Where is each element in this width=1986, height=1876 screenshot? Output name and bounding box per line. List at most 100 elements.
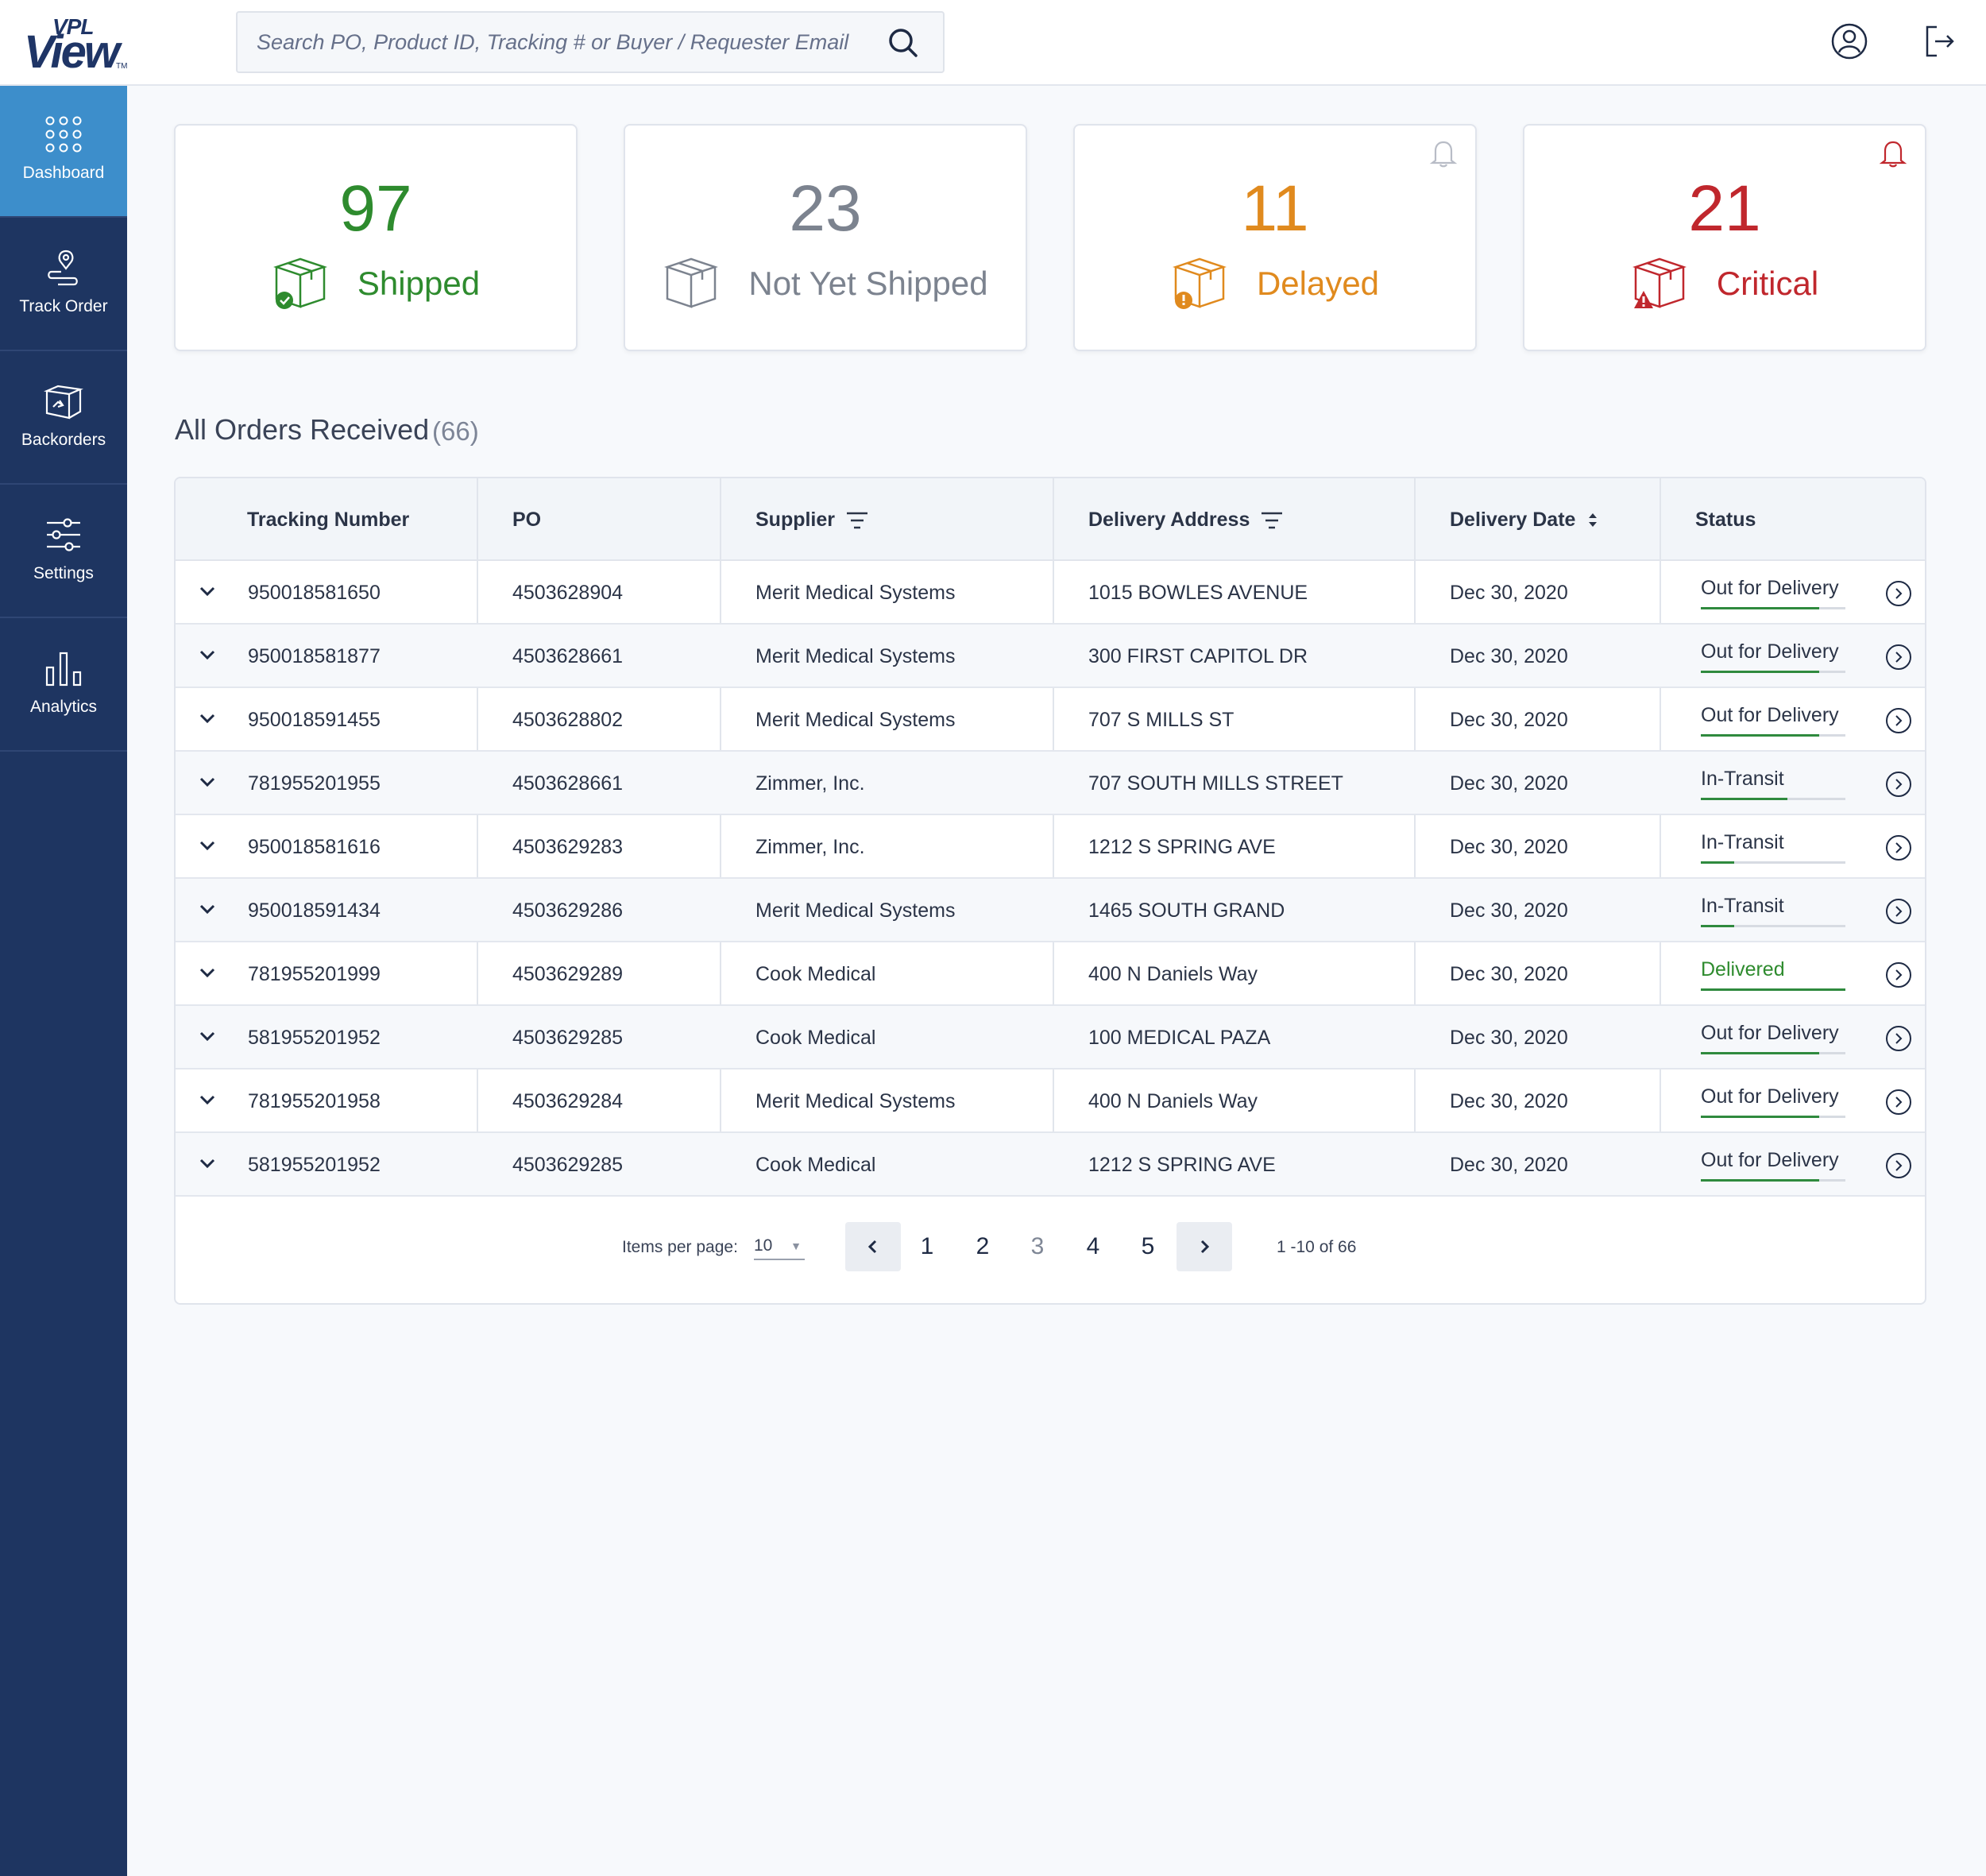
expand-row-chevron-icon[interactable] [198, 709, 217, 728]
table-row[interactable]: 581955201952 4503629285 Cook Medical 1212 S… [176, 1133, 1925, 1197]
filter-icon[interactable] [1261, 511, 1283, 530]
delivery-address-cell: 1212 S SPRING AVE [1088, 1154, 1276, 1176]
not-yet-shipped-card[interactable]: 23 Not Yet Shipped [624, 124, 1027, 351]
delivery-address-cell: 1015 BOWLES AVENUE [1088, 582, 1308, 604]
not-yet-shipped-count: 23 [789, 172, 862, 245]
status-progress-fill [1701, 734, 1820, 737]
delivery-date-cell: Dec 30, 2020 [1450, 709, 1568, 731]
delivery-date-cell: Dec 30, 2020 [1450, 1154, 1568, 1176]
tracking-number-cell: 781955201958 [248, 1090, 381, 1112]
column-header-label: Delivery Address [1088, 509, 1250, 531]
tracking-number-cell: 581955201952 [248, 1154, 381, 1176]
expand-row-chevron-icon[interactable] [198, 1090, 217, 1109]
po-cell: 4503628904 [512, 582, 624, 604]
column-header-delivery-address[interactable]: Delivery Address [1053, 478, 1283, 561]
po-cell: 4503629289 [512, 963, 624, 985]
table-row[interactable]: 581955201952 4503629285 Cook Medical 100 ME… [176, 1006, 1925, 1070]
expand-row-chevron-icon[interactable] [198, 582, 217, 601]
supplier-cell: Merit Medical Systems [755, 709, 956, 731]
expand-row-chevron-icon[interactable] [198, 1027, 217, 1046]
row-details-arrow-icon[interactable] [1885, 771, 1912, 798]
column-header-po[interactable]: PO [477, 478, 541, 561]
status-progress-bar [1701, 1116, 1845, 1118]
sidebar-item-backorders[interactable]: Backorders [0, 353, 127, 485]
status-progress-bar [1701, 1179, 1845, 1182]
chevron-left-icon [867, 1240, 877, 1254]
row-details-arrow-icon[interactable] [1885, 898, 1912, 925]
row-details-arrow-icon[interactable] [1885, 961, 1912, 988]
row-details-arrow-icon[interactable] [1885, 1152, 1912, 1179]
page-2-button[interactable]: 2 [976, 1233, 990, 1259]
bell-alert-icon[interactable] [1879, 138, 1907, 168]
sidebar-item-settings[interactable]: Settings [0, 486, 127, 618]
table-row[interactable]: 781955201958 4503629284 Merit Medical Syst… [176, 1070, 1925, 1133]
delivery-date-cell: Dec 30, 2020 [1450, 645, 1568, 667]
column-header-status[interactable]: Status [1660, 478, 1756, 561]
table-row[interactable]: 950018581877 4503628661 Merit Medical Syst… [176, 625, 1925, 688]
row-details-arrow-icon[interactable] [1885, 644, 1912, 671]
expand-row-chevron-icon[interactable] [198, 899, 217, 919]
shipped-card[interactable]: 97 Shipped [174, 124, 578, 351]
expand-row-chevron-icon[interactable] [198, 772, 217, 791]
table-row[interactable]: 950018591455 4503628802 Merit Medical Syst… [176, 688, 1925, 752]
table-row[interactable]: 781955201955 4503628661 Zimmer, Inc. 707 SO… [176, 752, 1925, 815]
sidebar-item-analytics[interactable]: Analytics [0, 620, 127, 752]
page-5-button[interactable]: 5 [1141, 1233, 1155, 1259]
sidebar-item-dashboard[interactable]: Dashboard [0, 86, 127, 218]
shipped-count: 97 [339, 172, 412, 245]
row-details-arrow-icon[interactable] [1885, 580, 1912, 607]
expand-row-chevron-icon[interactable] [198, 836, 217, 855]
delayed-card[interactable]: 11 Delayed [1073, 124, 1477, 351]
status-text: Out for Delivery [1701, 577, 1839, 599]
sidebar-item-label: Track Order [19, 297, 108, 315]
search-box [236, 11, 945, 73]
status-progress-bar [1701, 734, 1845, 737]
top-header: VPL View TM [0, 0, 1986, 86]
next-page-button[interactable] [1177, 1222, 1232, 1271]
page-1-button[interactable]: 1 [920, 1233, 934, 1259]
supplier-cell: Merit Medical Systems [755, 899, 956, 922]
row-details-arrow-icon[interactable] [1885, 1089, 1912, 1116]
sidebar-item-track-order[interactable]: Track Order [0, 219, 127, 351]
table-row[interactable]: 950018581616 4503629283 Zimmer, Inc. 1212 S… [176, 815, 1925, 879]
delivery-address-cell: 400 N Daniels Way [1088, 1090, 1258, 1112]
tracking-number-cell: 950018591434 [248, 899, 381, 922]
column-header-label: PO [512, 509, 542, 531]
status-text: In-Transit [1701, 831, 1784, 853]
vpl-view-logo[interactable]: VPL View TM [24, 14, 127, 78]
status-progress-bar [1701, 671, 1845, 673]
critical-count: 21 [1688, 172, 1761, 245]
status-progress-bar [1701, 925, 1845, 927]
table-row[interactable]: 950018591434 4503629286 Merit Medical Syst… [176, 879, 1925, 942]
logout-icon[interactable] [1919, 21, 1961, 62]
expand-row-chevron-icon[interactable] [198, 1154, 217, 1173]
column-header-supplier[interactable]: Supplier [721, 478, 868, 561]
status-progress-fill [1701, 798, 1788, 800]
search-input[interactable] [257, 13, 876, 72]
table-row[interactable]: 781955201999 4503629289 Cook Medical 400 N … [176, 942, 1925, 1006]
delayed-label-row: Delayed [1075, 256, 1475, 311]
delivery-date-cell: Dec 30, 2020 [1450, 582, 1568, 604]
column-header-delivery-date[interactable]: Delivery Date [1415, 478, 1599, 561]
search-icon[interactable] [887, 27, 919, 59]
page-4-button[interactable]: 4 [1086, 1233, 1100, 1259]
expand-row-chevron-icon[interactable] [198, 645, 217, 664]
status-progress-bar [1701, 861, 1845, 864]
items-per-page-select[interactable]: 10 ▼ [754, 1233, 805, 1260]
page-3-button[interactable]: 3 [1030, 1233, 1045, 1259]
filter-icon[interactable] [846, 511, 868, 530]
row-details-arrow-icon[interactable] [1885, 834, 1912, 861]
sort-icon[interactable] [1586, 511, 1599, 530]
bell-icon[interactable] [1429, 138, 1458, 168]
orders-count: (66) [432, 416, 479, 446]
row-details-arrow-icon[interactable] [1885, 707, 1912, 734]
po-cell: 4503628802 [512, 709, 624, 731]
previous-page-button[interactable] [845, 1222, 901, 1271]
user-icon[interactable] [1829, 21, 1870, 62]
column-header-tracking-number[interactable]: Tracking Number [212, 478, 409, 561]
expand-row-chevron-icon[interactable] [198, 963, 217, 982]
critical-card[interactable]: 21 Critical [1523, 124, 1926, 351]
not-shipped-box-icon [664, 257, 719, 308]
row-details-arrow-icon[interactable] [1885, 1025, 1912, 1052]
table-row[interactable]: 950018581650 4503628904 Merit Medical Syst… [176, 561, 1925, 625]
